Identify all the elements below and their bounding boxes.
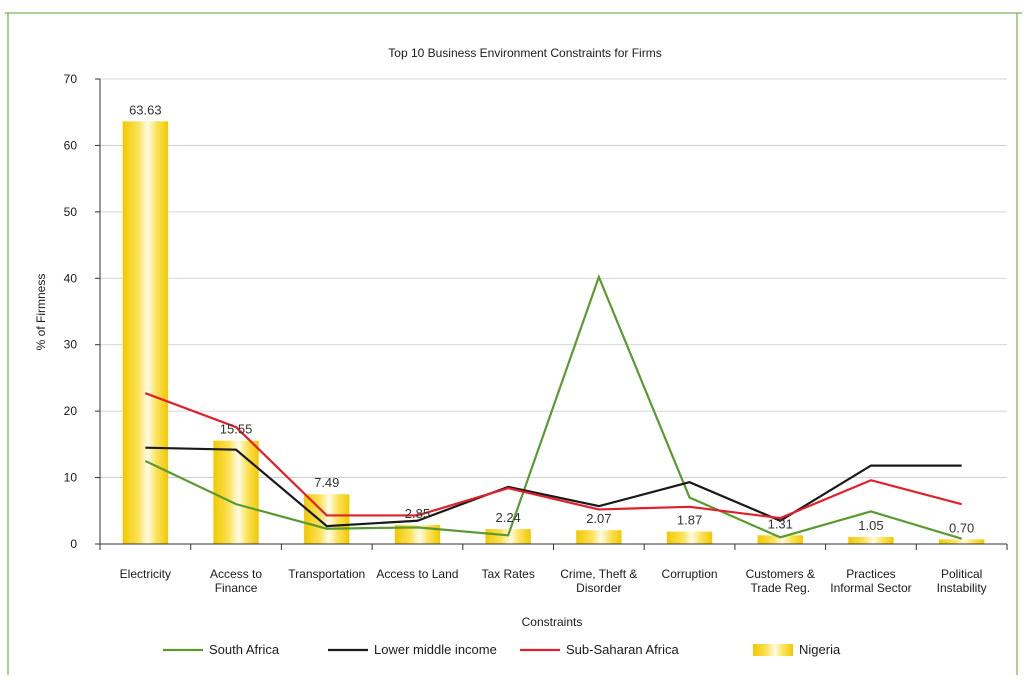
bars — [122, 121, 985, 544]
x-tick-label: Access to Land — [376, 567, 458, 581]
bar-nigeria — [394, 525, 441, 544]
x-tick-label: Electricity — [120, 567, 171, 581]
bar-data-label: 1.87 — [677, 513, 702, 528]
y-tick-label: 0 — [70, 537, 77, 551]
y-tick-label: 10 — [64, 471, 78, 485]
legend: South Africa Lower middle income Sub-Sahar… — [163, 642, 841, 657]
bar-data-label: 2.24 — [495, 510, 520, 525]
bar-data-label: 1.05 — [858, 518, 883, 533]
y-tick-label: 40 — [64, 271, 78, 285]
x-tick-label: Tax Rates — [481, 567, 534, 581]
bar-data-label: 7.49 — [314, 475, 339, 490]
series-line-lower-middle-income — [145, 446, 962, 528]
bar-nigeria — [304, 494, 350, 544]
bar-data-label: 63.63 — [129, 102, 162, 117]
bar-nigeria — [576, 530, 622, 544]
data-labels: 63.63 15.55 7.49 2.85 2.24 2.07 1.87 1.31 1.05 0.… — [129, 102, 974, 535]
legend-label-nigeria: Nigeria — [799, 642, 841, 657]
bar-data-label: 1.31 — [768, 516, 793, 531]
x-tick-label: Access to Finance — [210, 567, 262, 595]
bar-nigeria — [213, 440, 259, 544]
bar-nigeria — [485, 529, 531, 544]
x-axis-title: Constraints — [522, 615, 583, 629]
x-tick-label: Crime, Theft & Disorder — [560, 567, 637, 595]
series-line-sub-saharan-africa — [144, 392, 962, 520]
chart-title: Top 10 Business Environment Constraints … — [388, 46, 661, 60]
legend-label-sub-saharan-africa: Sub-Saharan Africa — [566, 642, 680, 657]
y-tick-label: 50 — [64, 205, 78, 219]
y-tick-label: 60 — [64, 138, 78, 152]
bar-nigeria — [848, 537, 894, 544]
x-tick-label: Practices Informal Sector — [830, 567, 911, 595]
bar-data-label: 2.07 — [586, 511, 611, 526]
series-line-south-africa — [144, 273, 962, 540]
legend-swatch-nigeria — [753, 644, 793, 656]
x-tick-label: Customers & Trade Reg. — [746, 567, 815, 595]
series-lines — [144, 273, 962, 540]
bar-nigeria — [757, 535, 803, 544]
legend-label-lower-middle-income: Lower middle income — [374, 642, 497, 657]
bar-nigeria — [666, 531, 713, 544]
x-tick-label: Corruption — [662, 567, 718, 581]
bar-nigeria — [938, 539, 985, 544]
bar-data-label: 2.85 — [405, 506, 430, 521]
y-tick-label: 20 — [64, 404, 78, 418]
bar-data-label: 15.55 — [220, 422, 253, 437]
axes: 0 10 20 30 40 50 60 70 Electricity Access to Finan… — [64, 72, 1008, 595]
y-tick-label: 30 — [64, 338, 78, 352]
y-axis-title: % of Firmness — [34, 274, 48, 351]
y-tick-label: 70 — [64, 72, 78, 86]
bar-nigeria — [122, 121, 169, 544]
x-tick-label: Political Instability — [937, 567, 987, 595]
bar-data-label: 0.70 — [949, 520, 974, 535]
gridlines — [100, 78, 1007, 478]
legend-label-south-africa: South Africa — [209, 642, 280, 657]
x-tick-label: Transportation — [288, 567, 365, 581]
